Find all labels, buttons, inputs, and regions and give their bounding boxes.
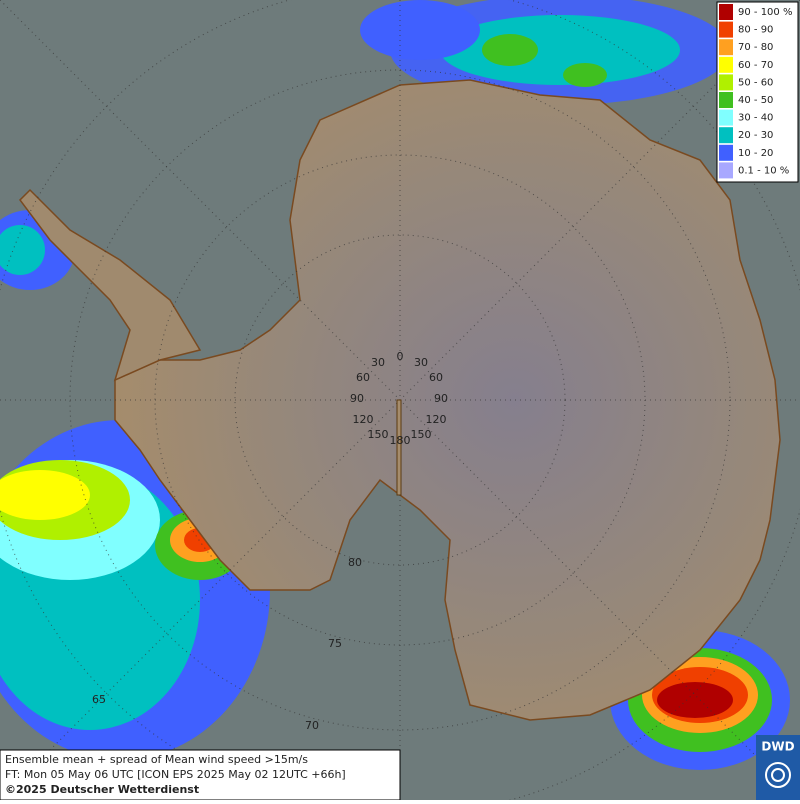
seam bbox=[396, 399, 402, 496]
longitude-label: 30 bbox=[371, 356, 385, 369]
longitude-label: 150 bbox=[411, 428, 432, 441]
legend-swatch bbox=[719, 162, 733, 179]
legend-label: 60 - 70 bbox=[738, 60, 773, 71]
info-line: ©2025 Deutscher Wetterdienst bbox=[5, 783, 199, 796]
longitude-label: 0 bbox=[397, 350, 404, 363]
grid-labels: 0 30 30 60 60 90 90 120 120 150 150 180 … bbox=[92, 350, 448, 732]
legend-label: 40 - 50 bbox=[738, 95, 773, 106]
legend-label: 10 - 20 bbox=[738, 148, 773, 159]
logo-box bbox=[756, 735, 800, 800]
info-box bbox=[0, 749, 401, 801]
longitude-label: 120 bbox=[353, 413, 374, 426]
longitude-label: 90 bbox=[350, 392, 364, 405]
latitude-label: 70 bbox=[305, 719, 319, 732]
longitude-label: 120 bbox=[426, 413, 447, 426]
longitude-label: 90 bbox=[434, 392, 448, 405]
legend-swatch bbox=[719, 21, 733, 38]
legend-label: 0.1 - 10 % bbox=[738, 165, 789, 176]
peninsula bbox=[19, 188, 202, 382]
longitude-label: 30 bbox=[414, 356, 428, 369]
longitude-label: 180 bbox=[390, 434, 411, 447]
info-line: FT: Mon 05 May 06 UTC [ICON EPS 2025 May… bbox=[5, 768, 346, 781]
longitude-label: 60 bbox=[429, 371, 443, 384]
legend-swatch bbox=[719, 109, 733, 126]
info-line: Ensemble mean + spread of Mean wind spee… bbox=[5, 753, 308, 766]
legend-label: 30 - 40 bbox=[738, 113, 773, 124]
legend-label: 90 - 100 % bbox=[738, 7, 792, 18]
latitude-label: 65 bbox=[92, 693, 106, 706]
logo-icon bbox=[765, 762, 791, 788]
legend-swatch bbox=[719, 4, 733, 20]
legend-swatch bbox=[719, 144, 733, 161]
legend-swatch bbox=[719, 39, 733, 56]
legend-label: 20 - 30 bbox=[738, 130, 773, 141]
legend-swatch bbox=[719, 92, 733, 108]
legend: 90 - 100 % 80 - 90 70 - 80 60 - 70 50 - 60 40… bbox=[716, 1, 799, 183]
logo-text: DWD bbox=[761, 740, 794, 754]
legend-label: 80 - 90 bbox=[738, 25, 773, 36]
legend-swatch bbox=[719, 56, 733, 73]
legend-label: 70 - 80 bbox=[738, 42, 773, 53]
latitude-label: 75 bbox=[328, 637, 342, 650]
latitude-label: 80 bbox=[348, 556, 362, 569]
legend-swatch bbox=[719, 74, 733, 91]
legend-swatch bbox=[719, 127, 733, 144]
longitude-label: 150 bbox=[368, 428, 389, 441]
legend-label: 50 - 60 bbox=[738, 77, 773, 88]
longitude-label: 60 bbox=[356, 371, 370, 384]
